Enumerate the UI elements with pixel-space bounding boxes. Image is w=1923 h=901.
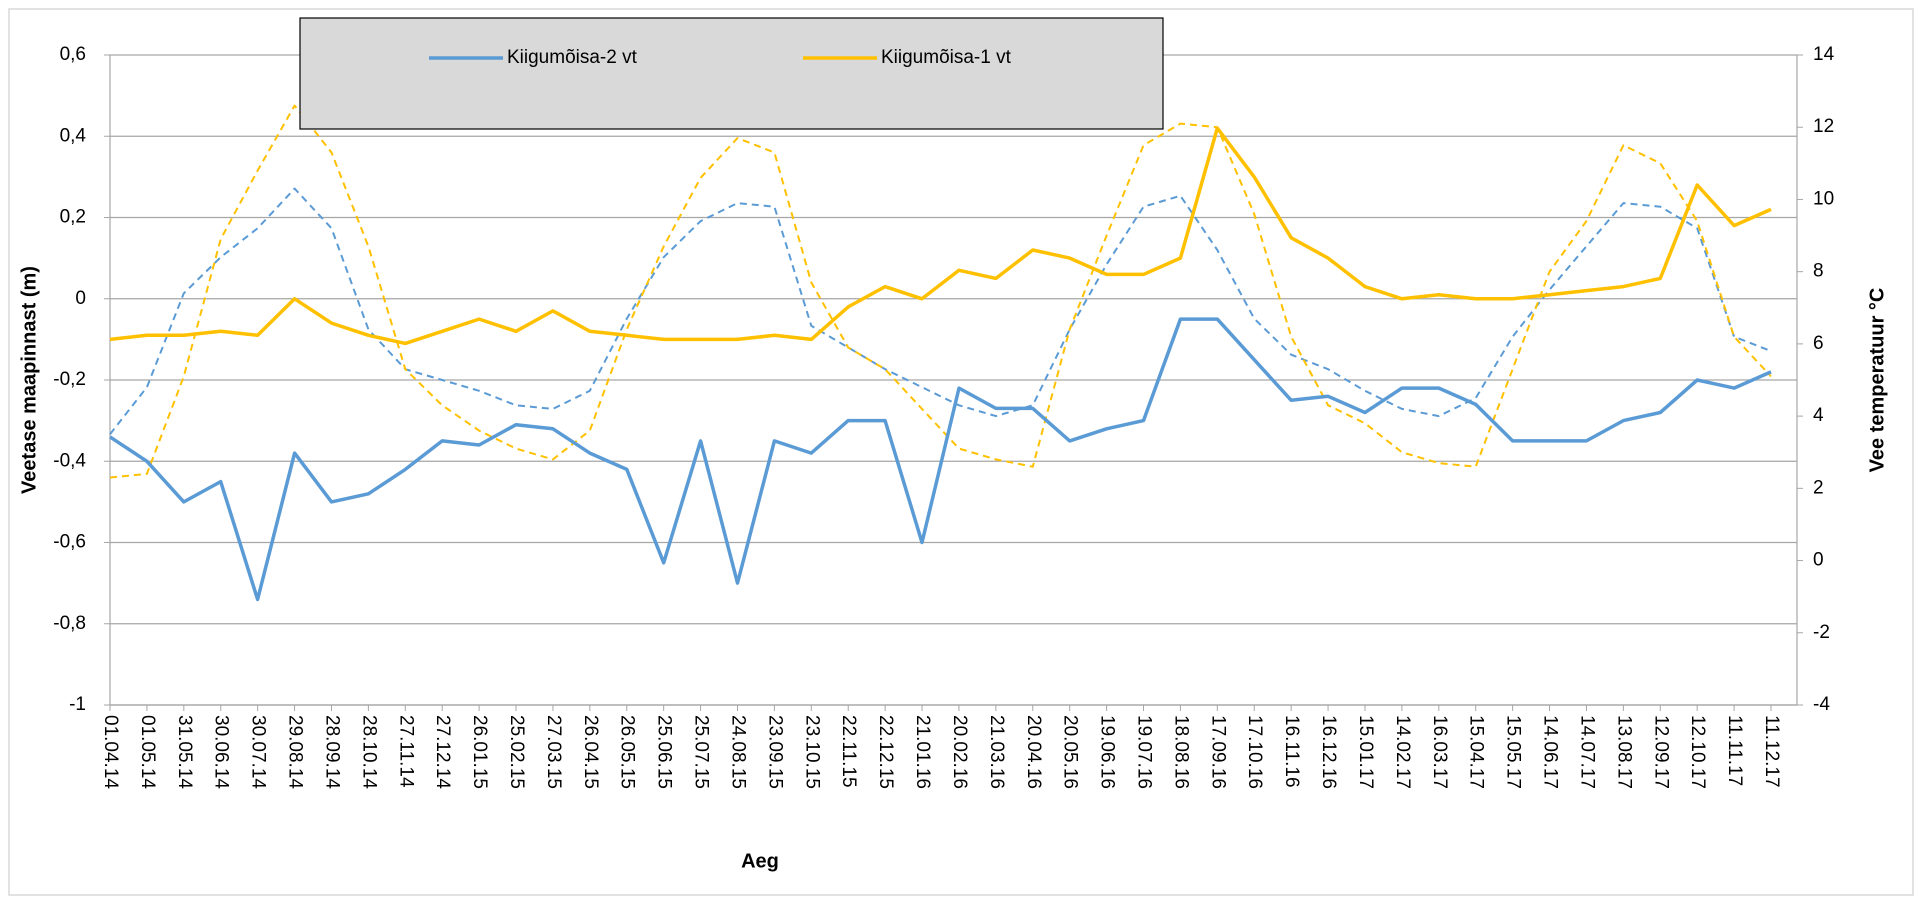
x-axis-title: Aeg: [741, 850, 779, 872]
y-tick-label: 0,4: [60, 125, 87, 146]
y2-tick-label: -4: [1813, 694, 1830, 715]
y2-tick-label: 2: [1813, 477, 1824, 498]
x-tick-label: 15.05.17: [1503, 715, 1524, 789]
legend-label: Kiigumõisa-2 vt: [507, 47, 638, 68]
series-line: [109, 317, 1772, 602]
x-tick-label: 23.10.15: [801, 715, 822, 789]
x-tick-label: 16.12.16: [1318, 715, 1339, 789]
y2-tick-label: 10: [1813, 188, 1834, 209]
x-tick-label: 20.04.16: [1023, 715, 1044, 789]
x-tick-label: 13.08.17: [1613, 715, 1634, 789]
x-tick-label: 30.07.14: [248, 715, 269, 789]
x-tick-label: 24.08.15: [727, 715, 748, 789]
x-tick-label: 29.08.14: [285, 715, 306, 789]
x-tick-label: 28.09.14: [321, 715, 342, 789]
series-line: [109, 126, 1772, 346]
x-tick-label: 12.10.17: [1687, 715, 1708, 789]
x-tick-label: 25.02.15: [506, 715, 527, 789]
x-tick-label: 17.10.16: [1244, 715, 1265, 789]
x-tick-label: 01.05.14: [137, 715, 158, 789]
x-tick-label: 12.09.17: [1650, 715, 1671, 789]
x-tick-label: 27.03.15: [543, 715, 564, 789]
y-tick-label: 0,6: [60, 44, 86, 65]
x-tick-label: 26.05.15: [617, 715, 638, 789]
x-tick-label: 15.04.17: [1466, 715, 1487, 789]
x-tick-label: 16.03.17: [1429, 715, 1450, 789]
x-tick-label: 19.06.16: [1097, 715, 1118, 789]
y2-tick-label: 14: [1813, 44, 1835, 65]
x-tick-label: 16.11.16: [1281, 715, 1302, 788]
x-tick-label: 28.10.14: [358, 715, 379, 789]
y-tick-label: -0,4: [53, 450, 86, 471]
y2-tick-label: -2: [1813, 622, 1830, 643]
x-tick-label: 21.01.16: [912, 715, 933, 789]
x-tick-label: 20.02.16: [949, 715, 970, 789]
y-tick-label: -0,8: [53, 613, 86, 634]
x-tick-label: 15.01.17: [1355, 715, 1376, 789]
legend: Kiigumõisa-2 vt Kiigumõisa-1 vt: [299, 17, 1164, 130]
x-tick-label: 26.01.15: [469, 715, 490, 789]
x-tick-label: 30.06.14: [211, 715, 232, 789]
series-line: [109, 104, 1772, 479]
chart-border: [8, 8, 1914, 896]
legend-box: [299, 17, 1164, 130]
x-tick-label: 14.07.17: [1576, 715, 1597, 789]
x-tick-label: 20.05.16: [1060, 715, 1081, 789]
x-tick-label: 17.09.16: [1207, 715, 1228, 789]
x-tick-label: 27.12.14: [432, 715, 453, 789]
x-tick-label: 14.02.17: [1392, 715, 1413, 789]
x-tick-label: 31.05.14: [174, 715, 195, 789]
series-line: [109, 187, 1772, 435]
y2-tick-label: 8: [1813, 261, 1824, 282]
x-tick-label: 19.07.16: [1133, 715, 1154, 789]
y-tick-label: -0,6: [53, 532, 86, 553]
x-tick-label: 11.11.17: [1724, 715, 1745, 786]
y-tick-label: 0,2: [60, 207, 86, 228]
y-axis-title: Veetase maapinnast (m): [18, 266, 40, 494]
x-tick-label: 01.04.14: [100, 715, 121, 789]
x-tick-label: 22.11.15: [838, 715, 859, 788]
y2-tick-label: 6: [1813, 333, 1824, 354]
x-tick-label: 25.07.15: [691, 715, 712, 789]
x-tick-label: 23.09.15: [764, 715, 785, 789]
y-tick-label: -1: [69, 694, 86, 715]
x-tick-label: 14.06.17: [1540, 715, 1561, 789]
y2-tick-label: 0: [1813, 550, 1824, 571]
y2-tick-label: 4: [1813, 405, 1824, 426]
y-tick-label: 0: [75, 288, 86, 309]
x-tick-label: 25.06.15: [654, 715, 675, 789]
x-tick-label: 11.12.17: [1761, 715, 1782, 788]
x-tick-label: 26.04.15: [580, 715, 601, 789]
legend-label: Kiigumõisa-1 vt: [881, 47, 1012, 68]
y2-tick-label: 12: [1813, 116, 1834, 137]
y-tick-label: -0,2: [53, 369, 86, 390]
x-tick-label: 27.11.14: [395, 715, 416, 788]
x-tick-label: 21.03.16: [986, 715, 1007, 789]
y2-axis-title: Vee temperatuur °C: [1866, 288, 1888, 473]
x-tick-label: 18.08.16: [1170, 715, 1191, 789]
x-tick-label: 22.12.15: [875, 715, 896, 789]
